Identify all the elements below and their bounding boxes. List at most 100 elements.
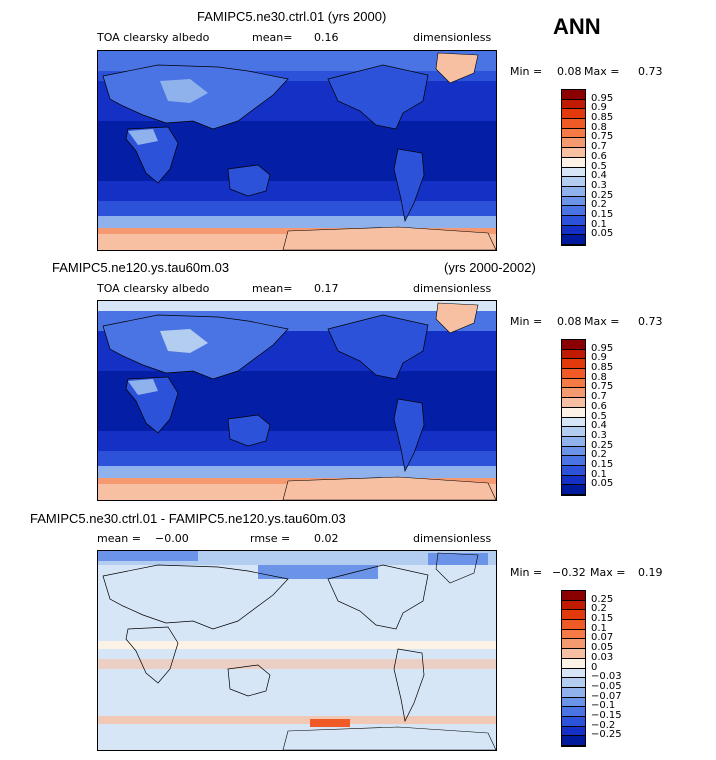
colorbar-swatch bbox=[562, 687, 585, 698]
panel-1-min-value: 0.08 bbox=[557, 65, 582, 78]
colorbar-tick-label: 0.85 bbox=[591, 112, 614, 124]
colorbar-tick-label: 0.07 bbox=[591, 632, 614, 644]
colorbar-tick-label: 0.8 bbox=[591, 371, 607, 383]
panel-3-case-title: FAMIPC5.ne30.ctrl.01 - FAMIPC5.ne120.ys.… bbox=[30, 511, 346, 526]
panel-2-max-label: Max = bbox=[584, 315, 620, 328]
colorbar-tick-label: 0.9 bbox=[591, 352, 607, 364]
colorbar-swatch bbox=[562, 138, 585, 149]
colorbar-swatch bbox=[562, 465, 585, 476]
panel-3-map-svg bbox=[98, 551, 496, 750]
colorbar-tick-label: 0.25 bbox=[591, 189, 614, 201]
colorbar-tick-label: 0.95 bbox=[591, 342, 614, 354]
colorbar-tick-label: 0.1 bbox=[591, 218, 607, 230]
colorbar-swatch bbox=[562, 668, 585, 679]
colorbar-swatch bbox=[562, 177, 585, 187]
colorbar-swatch bbox=[562, 340, 585, 350]
colorbar-tick-label: 0.3 bbox=[591, 429, 607, 441]
colorbar-swatch bbox=[562, 109, 585, 120]
panel-3-rmse-value: 0.02 bbox=[314, 532, 339, 545]
panel-2-min-value: 0.08 bbox=[557, 315, 582, 328]
colorbar-tick-label: −0.05 bbox=[591, 680, 622, 692]
colorbar-tick-label: 0.7 bbox=[591, 391, 607, 403]
colorbar-tick-label: 0.95 bbox=[591, 92, 614, 104]
colorbar-swatch bbox=[562, 119, 585, 129]
colorbar-tick-label: 0.4 bbox=[591, 170, 607, 182]
colorbar-tick-label: 0.8 bbox=[591, 121, 607, 133]
colorbar-tick-label: 0.9 bbox=[591, 102, 607, 114]
panel-3-min-label: Min = bbox=[510, 566, 543, 579]
colorbar-swatch bbox=[562, 407, 585, 418]
panel-3-max-value: 0.19 bbox=[638, 566, 663, 579]
panel-3-map bbox=[97, 550, 497, 751]
panel-1-min-label: Min = bbox=[510, 65, 543, 78]
colorbar-tick-label: 0.2 bbox=[591, 603, 607, 615]
colorbar-swatch bbox=[562, 427, 585, 437]
panel-3-mean-value: −0.00 bbox=[155, 532, 189, 545]
colorbar-tick-label: −0.15 bbox=[591, 709, 622, 721]
panel-1-map-svg bbox=[98, 51, 496, 250]
colorbar-swatch bbox=[562, 128, 585, 139]
colorbar-swatch bbox=[562, 456, 585, 466]
colorbar-swatch bbox=[562, 388, 585, 399]
colorbar-tick-label: −0.03 bbox=[591, 671, 622, 683]
colorbar-swatch bbox=[562, 591, 585, 601]
colorbar-swatch bbox=[562, 215, 585, 226]
colorbar-swatch bbox=[562, 620, 585, 630]
panel-2-map bbox=[97, 300, 497, 501]
panel-1-mean-value: 0.16 bbox=[314, 31, 339, 44]
colorbar-swatch bbox=[562, 167, 585, 178]
panel-2-map-svg bbox=[98, 301, 496, 500]
panel-3-colorbar-labels: 0.25 0.2 0.15 0.1 0.07 0.05 0.03 0 −0.03 −0.05 −0.… bbox=[591, 590, 651, 750]
colorbar-swatch bbox=[562, 649, 585, 659]
colorbar-swatch bbox=[562, 398, 585, 408]
colorbar-swatch bbox=[562, 485, 585, 495]
panel-2-colorbar-labels: 0.95 0.9 0.85 0.8 0.75 0.7 0.6 0.5 0.4 0.3 0.25 0.2… bbox=[591, 339, 651, 499]
panel-3-rmse-label: rmse = bbox=[250, 532, 291, 545]
colorbar-tick-label: −0.25 bbox=[591, 729, 622, 741]
colorbar-tick-label: 0.75 bbox=[591, 131, 614, 143]
colorbar-swatch bbox=[562, 369, 585, 379]
colorbar-swatch bbox=[562, 206, 585, 216]
colorbar-swatch bbox=[562, 697, 585, 708]
colorbar-tick-label: 0.25 bbox=[591, 439, 614, 451]
colorbar-swatch bbox=[562, 225, 585, 236]
panel-3-units: dimensionless bbox=[413, 532, 492, 545]
colorbar-swatch bbox=[562, 600, 585, 611]
panel-2-units: dimensionless bbox=[413, 282, 492, 295]
colorbar-swatch bbox=[562, 736, 585, 746]
colorbar-swatch bbox=[562, 196, 585, 207]
colorbar-tick-label: 0.25 bbox=[591, 593, 614, 605]
colorbar-tick-label: 0.6 bbox=[591, 400, 607, 412]
colorbar-tick-label: 0.85 bbox=[591, 362, 614, 374]
panel-1-case-title: FAMIPC5.ne30.ctrl.01 (yrs 2000) bbox=[197, 9, 387, 24]
panel-3-max-label: Max = bbox=[590, 566, 626, 579]
colorbar-tick-label: 0.15 bbox=[591, 458, 614, 470]
panel-3-colorbar bbox=[561, 590, 586, 747]
colorbar-swatch bbox=[562, 436, 585, 447]
colorbar-swatch bbox=[562, 235, 585, 245]
colorbar-tick-label: 0.4 bbox=[591, 420, 607, 432]
colorbar-swatch bbox=[562, 610, 585, 621]
colorbar-swatch bbox=[562, 716, 585, 727]
colorbar-tick-label: 0.03 bbox=[591, 651, 614, 663]
colorbar-tick-label: 0.05 bbox=[591, 478, 614, 490]
colorbar-swatch bbox=[562, 349, 585, 360]
colorbar-swatch bbox=[562, 639, 585, 650]
panel-2-variable: TOA clearsky albedo bbox=[97, 282, 210, 295]
colorbar-tick-label: 0.05 bbox=[591, 228, 614, 240]
colorbar-swatch bbox=[562, 475, 585, 486]
colorbar-swatch bbox=[562, 726, 585, 737]
colorbar-tick-label: 0.2 bbox=[591, 449, 607, 461]
panel-1-mean-label: mean= bbox=[252, 31, 293, 44]
colorbar-tick-label: 0.3 bbox=[591, 179, 607, 191]
panel-3-min-value: −0.32 bbox=[552, 566, 586, 579]
panel-1-max-label: Max = bbox=[584, 65, 620, 78]
colorbar-swatch bbox=[562, 417, 585, 428]
panel-2-max-value: 0.73 bbox=[638, 315, 663, 328]
colorbar-tick-label: −0.1 bbox=[591, 700, 616, 712]
panel-2-colorbar bbox=[561, 339, 586, 496]
panel-1-max-value: 0.73 bbox=[638, 65, 663, 78]
panel-1-variable: TOA clearsky albedo bbox=[97, 31, 210, 44]
colorbar-swatch bbox=[562, 707, 585, 717]
panel-2-case-title: FAMIPC5.ne120.ys.tau60m.03 bbox=[52, 260, 230, 275]
